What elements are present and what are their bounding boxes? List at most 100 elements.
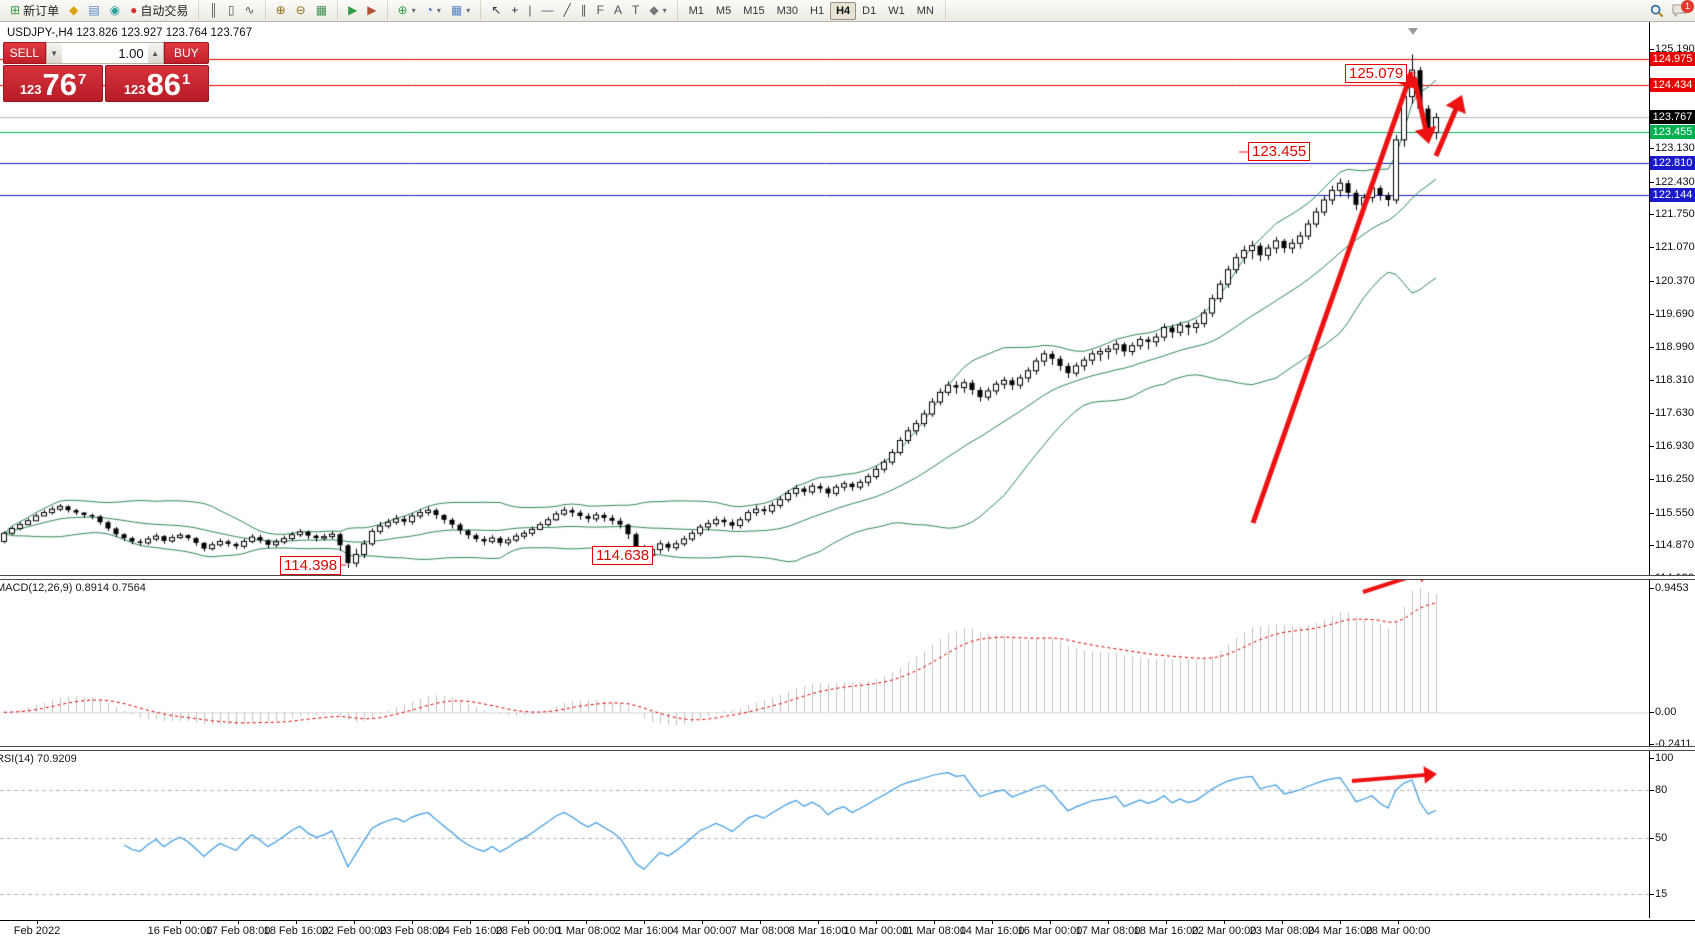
price-callout[interactable]: 123.455: [1248, 142, 1311, 161]
text-label-icon: T: [632, 3, 640, 17]
dropdown-caret-icon: ▾: [436, 6, 441, 15]
buy-button[interactable]: BUY: [163, 42, 209, 64]
axis-tick-label: 114.870: [1650, 538, 1694, 552]
market-watch-button[interactable]: ◆: [64, 1, 83, 20]
market-watch-icon: ◆: [69, 3, 79, 17]
rsi-axis[interactable]: 100 80 50 15: [1649, 750, 1695, 918]
timeframe-button-m30[interactable]: M30: [776, 4, 798, 17]
channel-button[interactable]: ∥: [576, 1, 592, 20]
chart-window: USDJPY-,H4 123.826 123.927 123.764 123.7…: [0, 21, 1695, 941]
notifications-button[interactable]: 1: [1672, 0, 1694, 17]
main-chart-canvas[interactable]: [0, 21, 1649, 575]
terminal-button[interactable]: ◉: [105, 1, 125, 20]
time-axis-label: 2 Mar 16:00: [614, 925, 674, 937]
candlestick-chart-button[interactable]: ▯: [223, 1, 240, 20]
timeframe-button-h4[interactable]: H4: [830, 1, 857, 20]
search-button[interactable]: [1650, 4, 1664, 18]
track-chart-button[interactable]: ▶: [362, 1, 381, 20]
volume-decrease-button[interactable]: ▼: [46, 43, 62, 63]
macd-panel-resize-handle[interactable]: [0, 575, 1695, 580]
axis-tick-label: 15: [1650, 887, 1667, 901]
timeframe-button-d1[interactable]: D1: [862, 4, 877, 17]
axis-tick-label: 100: [1650, 751, 1673, 765]
time-axis[interactable]: Feb 2022 16 Feb 00:00 17 Feb 08:00 18 Feb 1…: [0, 920, 1695, 941]
time-axis-tick: [1166, 921, 1167, 924]
cursor-icon: ↖: [491, 3, 502, 17]
dropdown-caret-icon: ▾: [411, 6, 416, 15]
sell-button[interactable]: SELL: [3, 42, 46, 64]
price-callout[interactable]: 125.079: [1345, 64, 1408, 83]
macd-axis[interactable]: 0.9453 0.00 -0.2411: [1649, 579, 1695, 750]
axis-tick-label: 117.630: [1650, 406, 1694, 420]
price-callout[interactable]: 114.398: [280, 556, 342, 575]
navigator-button[interactable]: ▤: [83, 1, 104, 20]
navigator-icon: ▤: [88, 3, 100, 17]
tile-windows-icon: ▦: [315, 3, 328, 17]
text-label-button[interactable]: T: [627, 1, 644, 20]
bar-chart-button[interactable]: ║: [204, 1, 223, 20]
rsi-canvas[interactable]: [0, 750, 1649, 918]
axis-tick-label: 0.00: [1650, 705, 1676, 719]
toolbar-group: ⊞ 新订单 ◆ ▤ ◉ ● 自动交易: [0, 1, 200, 20]
timeframe-button-m1[interactable]: M1: [688, 4, 704, 17]
time-axis-tick: [760, 921, 761, 924]
volume-input[interactable]: [61, 43, 148, 63]
price-line-badge: 124.434: [1650, 78, 1695, 93]
axis-tick-label: 125.190: [1650, 42, 1695, 56]
line-chart-icon: ∿: [244, 3, 255, 17]
fibonacci-button[interactable]: F: [592, 1, 609, 20]
new-order-button[interactable]: ⊞ 新订单: [5, 1, 64, 20]
axis-tick-label: 116.930: [1650, 439, 1694, 453]
search-icon: [1650, 4, 1664, 17]
tile-windows-button[interactable]: ▦: [311, 1, 332, 20]
timeframe-button-h1[interactable]: H1: [810, 4, 825, 17]
timeframe-button-w1[interactable]: W1: [888, 4, 905, 17]
auto-trading-button[interactable]: ● 自动交易: [125, 1, 193, 20]
time-axis-label: 16 Mar 00:00: [1017, 925, 1083, 937]
period-button[interactable]: ◔ ▾: [421, 1, 446, 20]
time-axis-label: 17 Mar 08:00: [1075, 925, 1141, 937]
new-order-label: 新订单: [23, 4, 60, 18]
axis-tick-label: 118.310: [1650, 373, 1694, 387]
vertical-line-button[interactable]: |: [523, 1, 536, 20]
macd-canvas[interactable]: [0, 579, 1649, 746]
timeframe-button-m5[interactable]: M5: [715, 4, 732, 17]
price-axis[interactable]: 125.190 123.130 122.430 121.750 121.070 120.3…: [1649, 21, 1695, 584]
trendline-button[interactable]: ╱: [558, 1, 575, 20]
time-axis-tick: [37, 921, 38, 924]
buy-price-tile[interactable]: 123 86 1: [105, 65, 209, 102]
sell-price-tile[interactable]: 123 76 7: [3, 65, 104, 102]
sell-price-integer: 123: [19, 82, 42, 97]
zoom-in-button[interactable]: ⊕: [271, 1, 291, 20]
time-axis-tick: [180, 921, 181, 924]
sell-price-point: 7: [78, 71, 87, 88]
template-button[interactable]: ▦ ▾: [446, 1, 475, 20]
crosshair-button[interactable]: +: [506, 1, 523, 20]
auto-trading-icon: ●: [130, 3, 138, 17]
axis-tick-label: 80: [1650, 783, 1667, 797]
horizontal-line-icon: —: [541, 3, 554, 17]
shapes-button[interactable]: ◆ ▾: [644, 1, 671, 20]
timeframe-button-m15[interactable]: M15: [743, 4, 765, 17]
add-indicator-button[interactable]: ⊕ ▾: [393, 1, 421, 20]
time-axis-tick: [1282, 921, 1283, 924]
zoom-out-button[interactable]: ⊖: [291, 1, 311, 20]
bar-chart-icon: ║: [209, 3, 218, 17]
time-axis-tick: [238, 921, 239, 924]
time-axis-tick: [586, 921, 587, 924]
price-callout[interactable]: 114.638: [592, 546, 654, 565]
cursor-button[interactable]: ↖: [486, 1, 506, 20]
time-axis-tick: [354, 921, 355, 924]
line-chart-button[interactable]: ∿: [240, 1, 260, 20]
timeframe-button-mn[interactable]: MN: [916, 4, 934, 17]
axis-tick-label: 50: [1650, 831, 1667, 845]
volume-increase-button[interactable]: ▲: [147, 43, 163, 63]
price-line-badge: 123.455: [1650, 125, 1695, 140]
rsi-indicator-label: RSI(14) 70.9209: [0, 753, 77, 765]
time-axis-label: 22 Mar 00:00: [1191, 925, 1257, 937]
text-button[interactable]: A: [609, 1, 627, 20]
auto-arrange-button[interactable]: ▶: [343, 1, 362, 20]
rsi-panel-resize-handle[interactable]: [0, 746, 1695, 751]
axis-tick-label: 0.9453: [1650, 581, 1689, 595]
horizontal-line-button[interactable]: —: [536, 1, 558, 20]
